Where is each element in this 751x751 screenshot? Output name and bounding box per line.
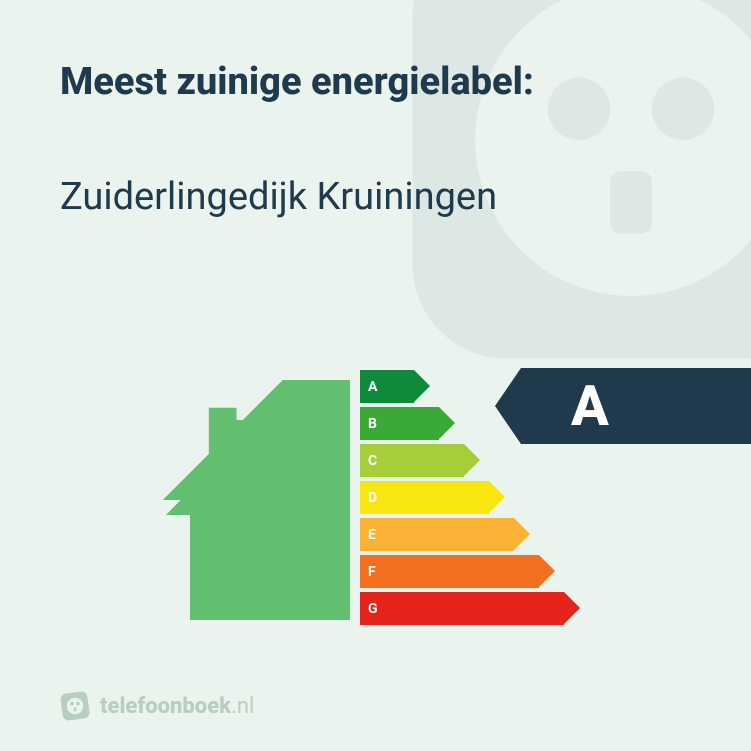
energy-bar-label: A	[368, 379, 377, 395]
page-subtitle: Zuiderlingedijk Kruiningen	[60, 175, 497, 219]
energy-bar-b: B	[360, 407, 455, 440]
energy-bar-c: C	[360, 444, 480, 477]
brand-name-thin: .nl	[231, 694, 254, 719]
energy-bar-label: F	[368, 564, 376, 580]
brand-name-bold: telefoonboek	[100, 694, 231, 719]
energy-bar-body	[360, 481, 489, 514]
energy-bar-arrow-tip	[489, 481, 505, 513]
energy-bar-row: E	[360, 518, 580, 551]
energy-bar-label: G	[368, 601, 378, 617]
footer-brand: telefoonboek.nl	[60, 691, 254, 721]
selected-rating-letter: A	[571, 373, 609, 439]
energy-bar-f: F	[360, 555, 555, 588]
energy-bar-arrow-tip	[539, 555, 555, 587]
energy-bar-d: D	[360, 481, 505, 514]
energy-bar-row: C	[360, 444, 580, 477]
brand-logo-icon	[60, 691, 90, 721]
energy-bar-a: A	[360, 370, 430, 403]
selected-rating-badge: A	[521, 368, 751, 444]
energy-bar-row: D	[360, 481, 580, 514]
energy-bar-arrow-tip	[414, 370, 430, 402]
energy-bar-label: B	[368, 416, 377, 432]
energy-bar-label: D	[368, 490, 377, 506]
energy-bar-arrow-tip	[564, 592, 580, 624]
energy-bar-body	[360, 518, 514, 551]
energy-bar-g: G	[360, 592, 580, 625]
energy-bar-label: C	[368, 453, 377, 469]
house-icon	[160, 380, 350, 620]
badge-arrow-tip	[495, 368, 521, 444]
energy-bar-row: F	[360, 555, 580, 588]
energy-bar-body	[360, 592, 564, 625]
brand-text: telefoonboek.nl	[100, 694, 254, 719]
energy-bar-body	[360, 555, 539, 588]
page-title: Meest zuinige energielabel:	[60, 60, 534, 104]
energy-bar-arrow-tip	[439, 407, 455, 439]
energy-bar-row: G	[360, 592, 580, 625]
energy-bar-label: E	[368, 527, 376, 543]
energy-bar-arrow-tip	[464, 444, 480, 476]
energy-bar-e: E	[360, 518, 530, 551]
energy-bar-arrow-tip	[514, 518, 530, 550]
